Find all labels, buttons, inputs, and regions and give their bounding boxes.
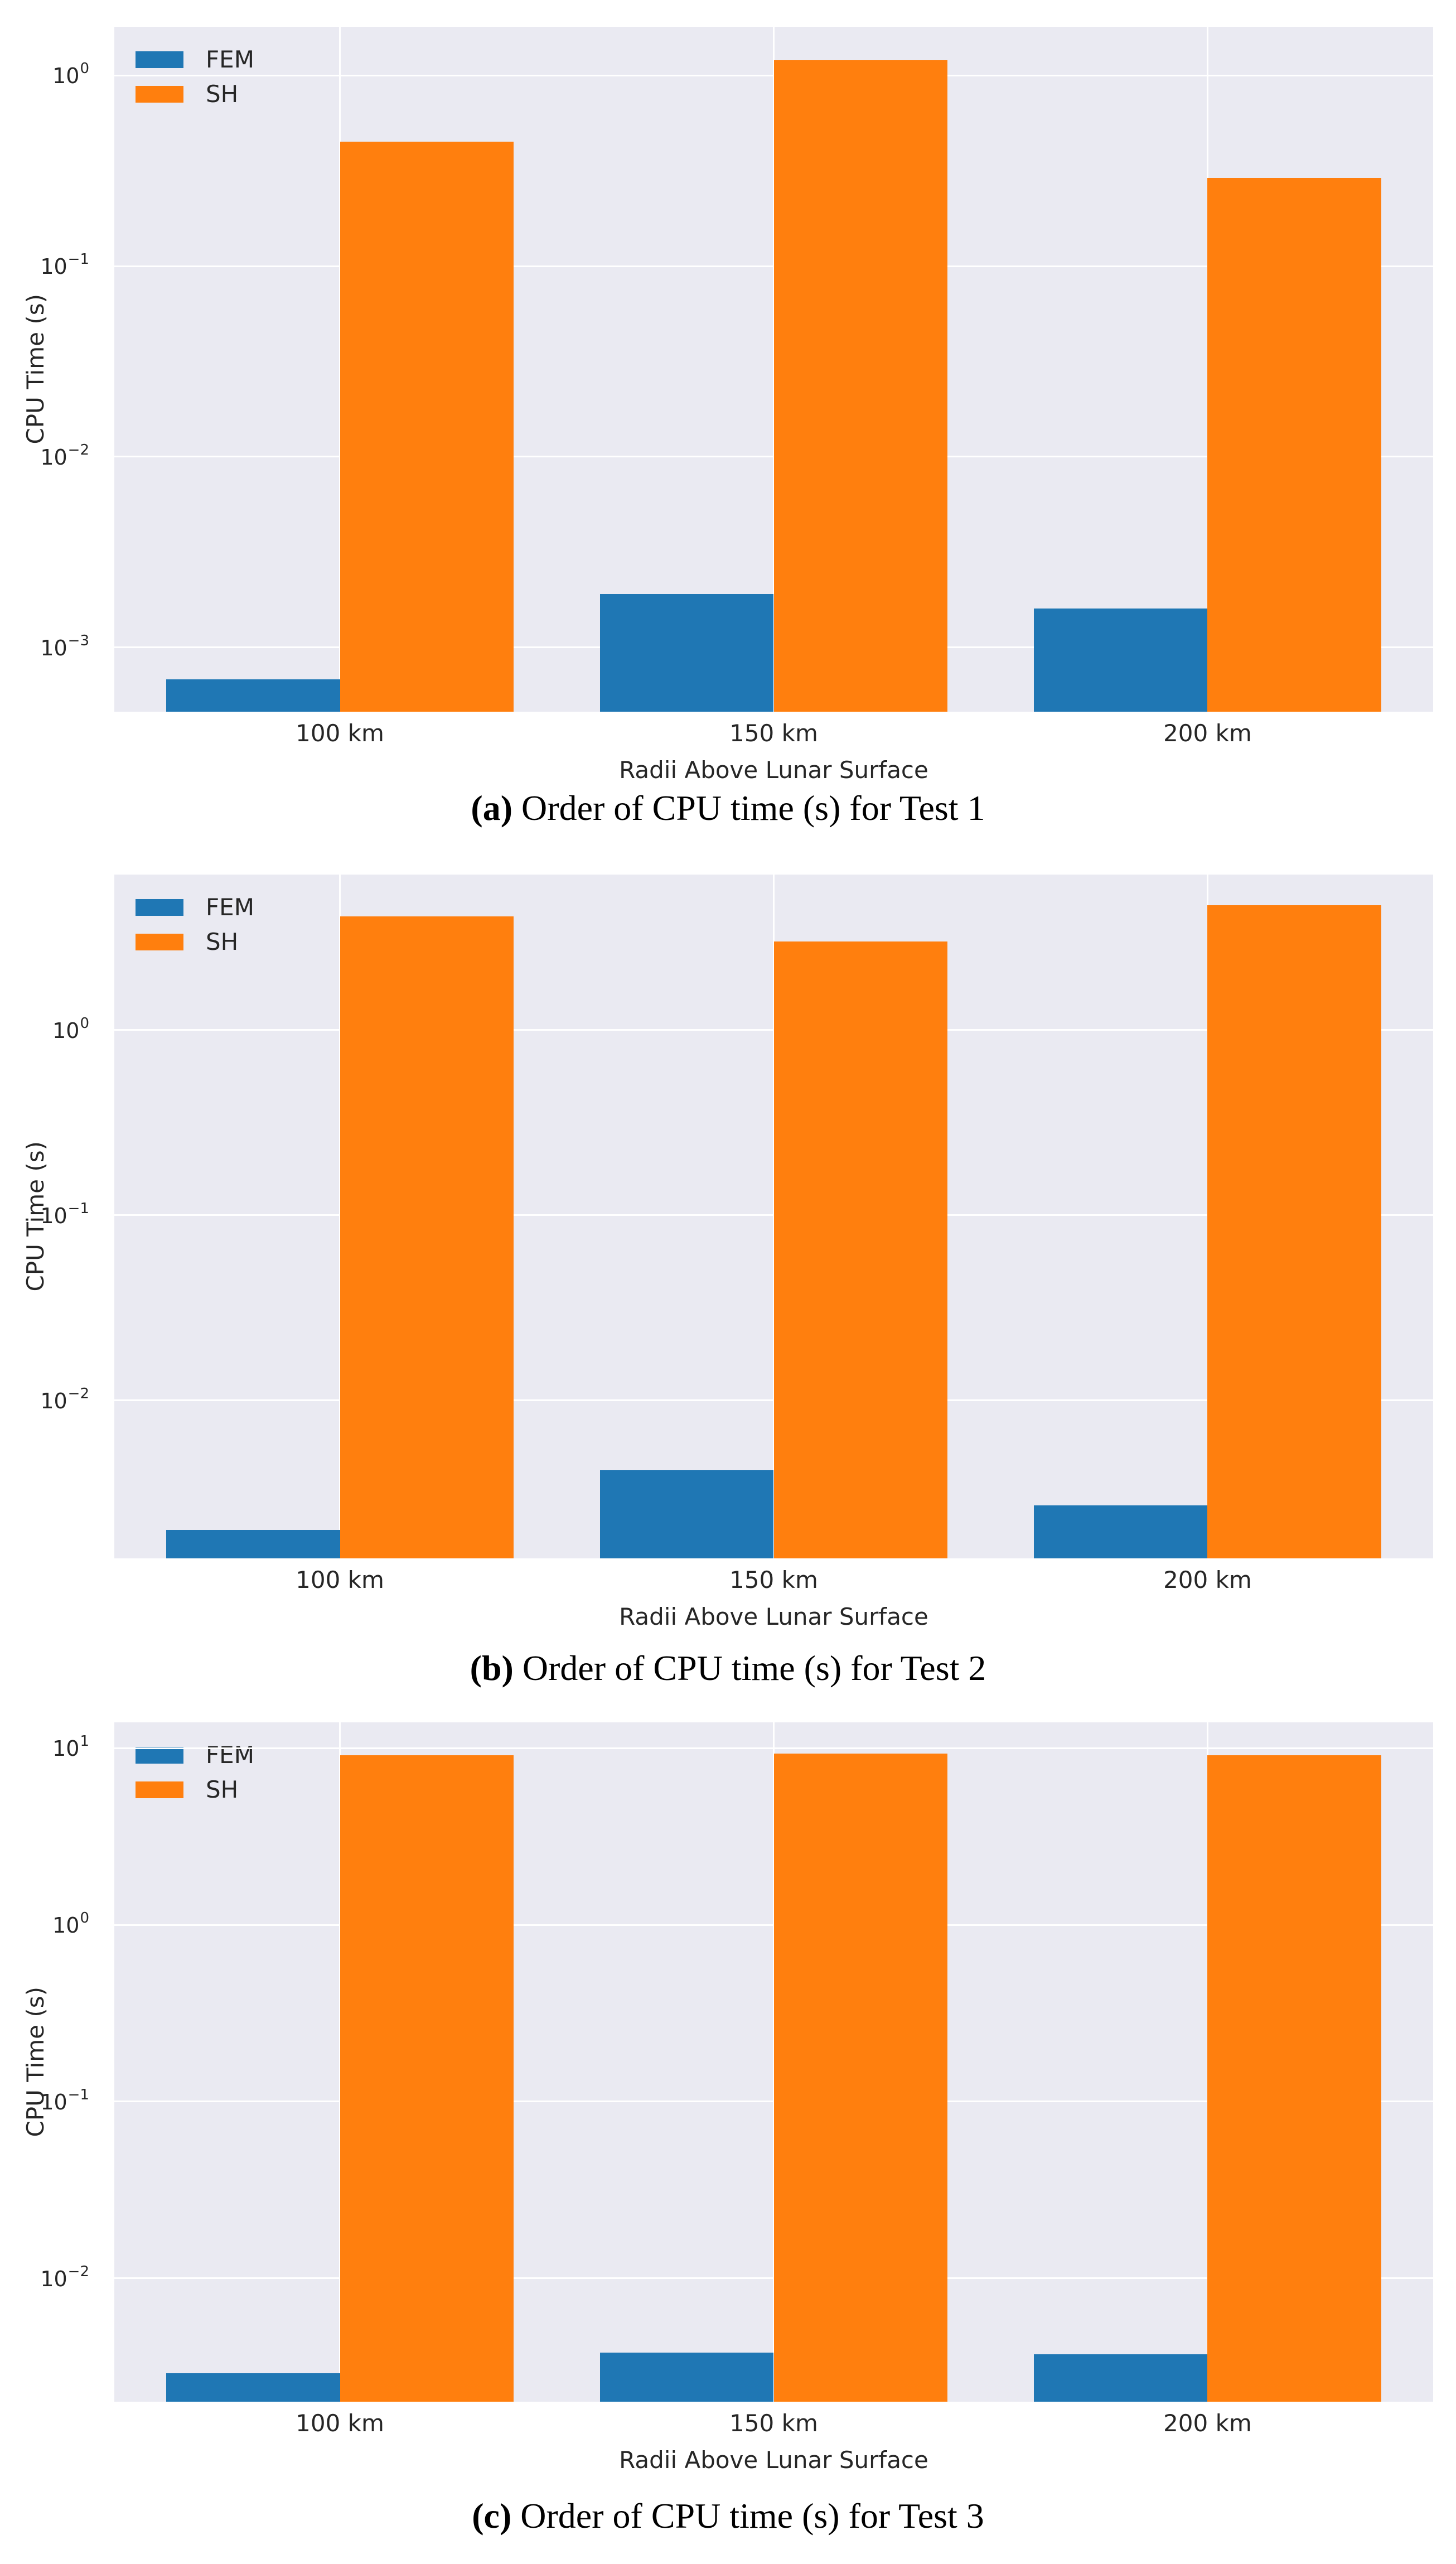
legend-swatch-fem (136, 51, 183, 68)
y-tick-label: 10−1 (40, 251, 89, 279)
x-tick-label: 150 km (729, 1566, 818, 1594)
y-gridline (114, 1747, 1433, 1749)
legend-item-sh: SH (136, 1777, 254, 1803)
legend-item-fem: FEM (136, 895, 254, 920)
bar-sh-100-km (340, 916, 514, 1558)
legend-item-fem: FEM (136, 47, 254, 73)
legend-swatch-fem (136, 899, 183, 916)
x-axis-label: Radii Above Lunar Surface (619, 2446, 928, 2474)
x-tick-label: 150 km (729, 720, 818, 747)
caption-label: (b) (470, 1648, 514, 1688)
bar-fem-200-km (1034, 2354, 1208, 2402)
figure-caption: (b) Order of CPU time (s) for Test 2 (0, 1648, 1456, 1689)
y-tick-label: 10−1 (40, 2086, 89, 2114)
legend: FEM SH (136, 1742, 254, 1803)
y-tick-label: 10−1 (40, 1200, 89, 1228)
legend-label-fem: FEM (206, 46, 254, 73)
legend-swatch-sh (136, 934, 183, 950)
legend-label-sh: SH (206, 80, 239, 108)
y-tick-label: 100 (52, 1015, 89, 1043)
y-tick-label: 100 (52, 60, 89, 89)
bar-sh-150-km (773, 1754, 947, 2402)
x-tick-label: 150 km (729, 2410, 818, 2437)
plot-area-test3: FEM SH (114, 1722, 1433, 2402)
caption-text: Order of CPU time (s) for Test 2 (522, 1648, 986, 1688)
legend: FEM SH (136, 47, 254, 107)
legend-label-fem: FEM (206, 894, 254, 921)
x-tick-label: 200 km (1163, 1566, 1252, 1594)
bar-fem-100-km (166, 679, 340, 712)
bar-fem-100-km (166, 2373, 340, 2402)
legend-label-fem: FEM (206, 1741, 254, 1769)
figure-caption: (c) Order of CPU time (s) for Test 3 (0, 2495, 1456, 2537)
x-tick-label: 200 km (1163, 2410, 1252, 2437)
y-axis-label-text: CPU Time (s) (21, 1987, 49, 2137)
bar-fem-150-km (600, 2352, 774, 2402)
bar-sh-100-km (340, 1755, 514, 2402)
bar-sh-150-km (773, 941, 947, 1558)
y-tick-label: 10−3 (40, 632, 89, 660)
y-tick-label: 10−2 (40, 1385, 89, 1413)
legend-item-sh: SH (136, 929, 254, 955)
y-tick-label: 100 (52, 1910, 89, 1938)
caption-label: (c) (472, 2496, 512, 2536)
legend-swatch-sh (136, 86, 183, 103)
y-tick-label: 101 (52, 1733, 89, 1761)
bar-fem-200-km (1034, 608, 1208, 712)
legend-swatch-fem (136, 1747, 183, 1764)
caption-text: Order of CPU time (s) for Test 1 (521, 788, 985, 828)
plot-area-test1: FEM SH (114, 27, 1433, 712)
x-tick-label: 100 km (296, 1566, 384, 1594)
caption-label: (a) (471, 788, 513, 828)
bar-sh-200-km (1207, 1755, 1381, 2402)
legend-item-fem: FEM (136, 1742, 254, 1768)
x-axis-label: Radii Above Lunar Surface (619, 756, 928, 784)
legend: FEM SH (136, 895, 254, 955)
bar-sh-200-km (1207, 178, 1381, 712)
bar-sh-100-km (340, 141, 514, 712)
figure-caption: (a) Order of CPU time (s) for Test 1 (0, 788, 1456, 829)
bar-sh-150-km (773, 60, 947, 712)
x-axis-label: Radii Above Lunar Surface (619, 1603, 928, 1630)
y-tick-label: 10−2 (40, 442, 89, 470)
bar-fem-200-km (1034, 1505, 1208, 1558)
bar-fem-150-km (600, 594, 774, 712)
x-tick-label: 100 km (296, 720, 384, 747)
plot-area-test2: FEM SH (114, 875, 1433, 1558)
caption-text: Order of CPU time (s) for Test 3 (520, 2496, 984, 2536)
x-tick-label: 100 km (296, 2410, 384, 2437)
legend-label-sh: SH (206, 928, 239, 955)
legend-item-sh: SH (136, 81, 254, 107)
x-tick-label: 200 km (1163, 720, 1252, 747)
y-axis-label: CPU Time (s) (16, 1722, 55, 2402)
bar-fem-100-km (166, 1529, 340, 1558)
y-tick-label: 10−2 (40, 2263, 89, 2291)
bar-fem-150-km (600, 1470, 774, 1558)
bar-sh-200-km (1207, 905, 1381, 1558)
legend-label-sh: SH (206, 1776, 239, 1803)
legend-swatch-sh (136, 1781, 183, 1798)
